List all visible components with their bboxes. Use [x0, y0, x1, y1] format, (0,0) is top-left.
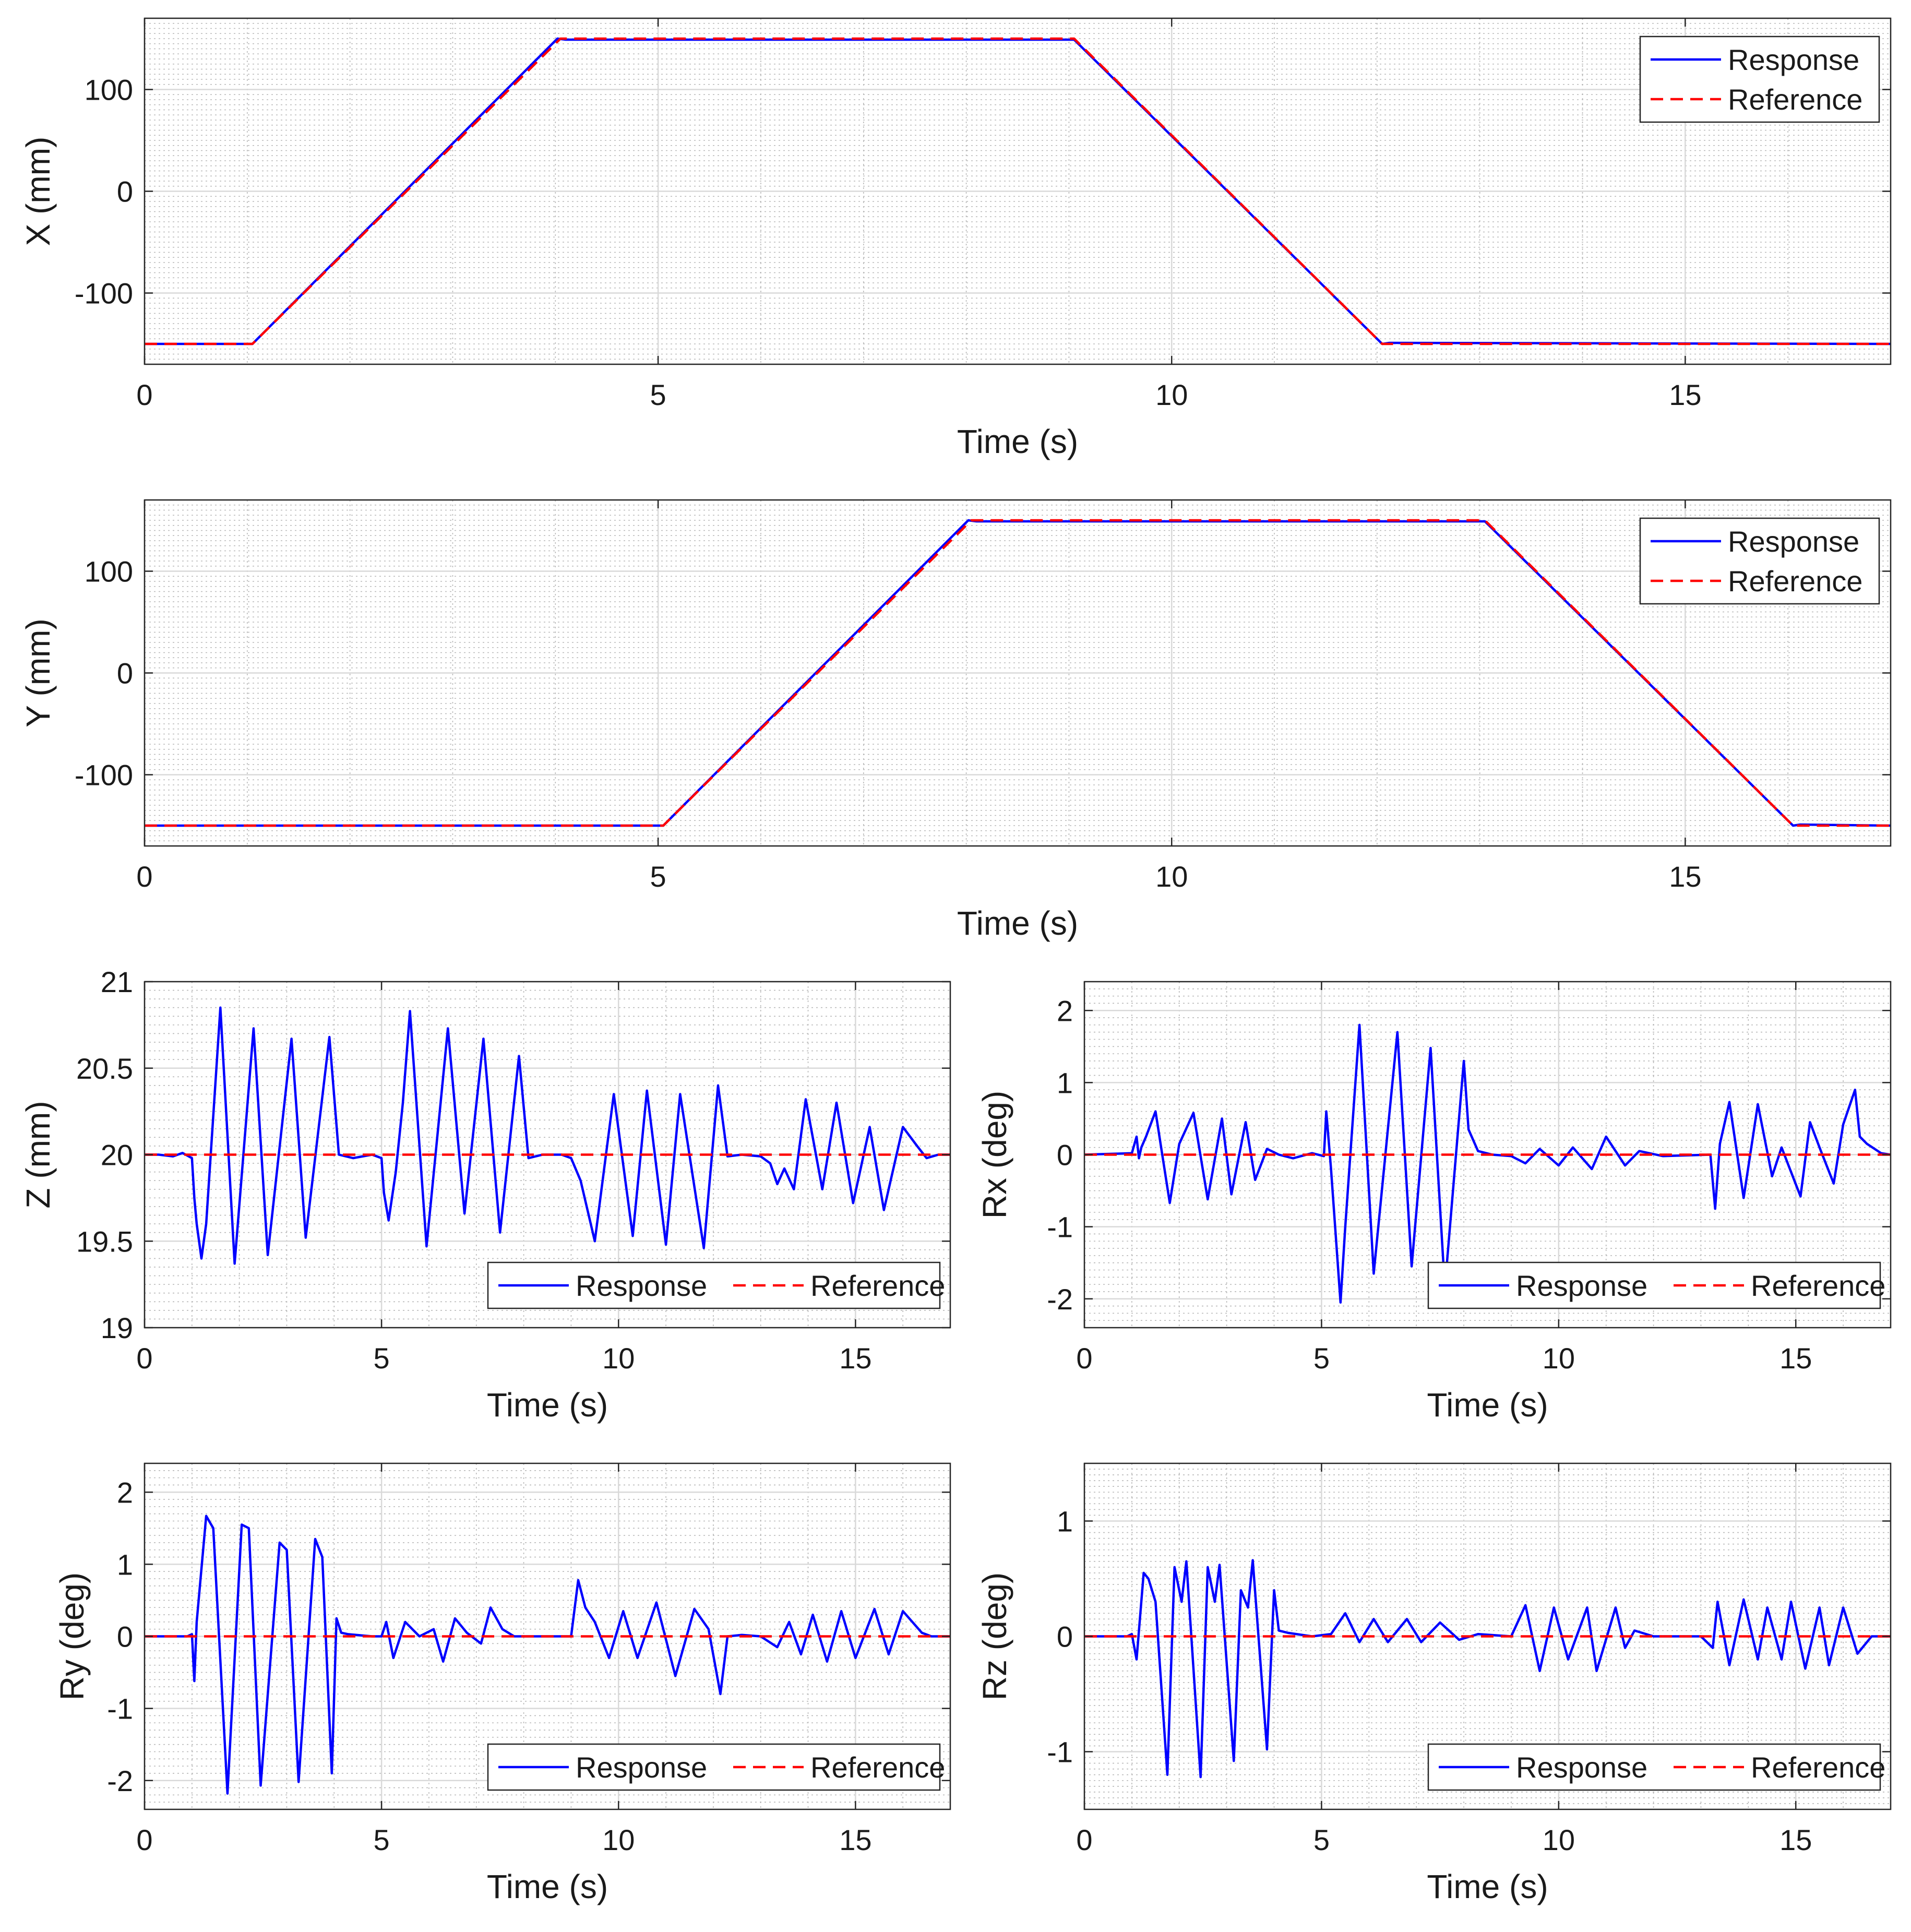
legend-response-label: Response [1516, 1269, 1647, 1302]
panel-ry: 0 5 10 15 -2 -1 0 1 2 Time (s) Ry (deg) Response Ref… [53, 1462, 951, 1905]
legend-reference-label: Reference [1728, 83, 1862, 116]
y-tick-label: 20.5 [76, 1052, 133, 1085]
y-tick-label: 21 [101, 965, 133, 998]
reference-line [145, 519, 1891, 827]
y-tick-label: 2 [1057, 994, 1073, 1027]
x-tick-label: 15 [1779, 1342, 1812, 1375]
x-axis-label: Time (s) [957, 423, 1078, 460]
y-tick-label: 0 [1057, 1139, 1073, 1172]
x-tick-label: 5 [650, 378, 666, 411]
x-tick-label: 0 [1076, 1342, 1092, 1375]
response-line [145, 1514, 950, 1795]
x-tick-label: 5 [1313, 1342, 1330, 1375]
x-tick-label: 15 [839, 1342, 871, 1375]
legend: Response Reference [1427, 1261, 1885, 1309]
x-axis-label: Time (s) [1427, 1386, 1548, 1424]
y-tick-label: -2 [1047, 1283, 1073, 1316]
panel-rz: 0 5 10 15 -1 0 1 Time (s) Rz (deg) Response Refere… [976, 1462, 1892, 1905]
panel-x: 0 5 10 15 -100 0 100 Time (s) X (mm) Response Refe… [19, 17, 1892, 460]
x-tick-label: 0 [136, 1823, 152, 1856]
x-tick-label: 5 [1313, 1823, 1330, 1856]
y-tick-label: 19 [101, 1311, 133, 1344]
y-tick-label: 0 [117, 657, 133, 690]
y-tick-label: -100 [75, 759, 133, 792]
x-axis-label: Time (s) [1427, 1868, 1548, 1905]
response-line [145, 1006, 950, 1265]
legend-reference-label: Reference [1728, 565, 1862, 598]
x-tick-label: 0 [136, 860, 152, 893]
panel-rx: 0 5 10 15 -2 -1 0 1 2 Time (s) Rx (deg) Response Ref… [976, 981, 1892, 1424]
legend-reference-label: Reference [810, 1751, 945, 1784]
x-axis-label: Time (s) [957, 904, 1078, 942]
y-axis-label: Rx (deg) [976, 1091, 1013, 1219]
y-tick-label: -1 [1047, 1736, 1073, 1769]
x-tick-label: 10 [602, 1342, 635, 1375]
x-tick-label: 5 [374, 1823, 390, 1856]
y-tick-label: 0 [1057, 1620, 1073, 1653]
legend-box [1639, 517, 1880, 605]
x-tick-label: 15 [1779, 1823, 1812, 1856]
panel-z: 0 5 10 15 19 19.5 20 20.5 21 Time (s) Z (mm) Respon… [19, 965, 951, 1424]
legend: Response Reference [1639, 517, 1880, 605]
y-tick-label: 1 [1057, 1066, 1073, 1099]
y-tick-label: -100 [75, 277, 133, 310]
y-axis-label: Ry (deg) [53, 1572, 91, 1700]
y-tick-label: -2 [107, 1764, 133, 1797]
legend-reference-label: Reference [1751, 1269, 1885, 1302]
legend-response-label: Response [1728, 43, 1859, 76]
y-tick-label: 0 [117, 1620, 133, 1653]
x-axis-label: Time (s) [487, 1386, 608, 1424]
legend-response-label: Response [576, 1751, 707, 1784]
x-tick-label: 0 [136, 378, 152, 411]
y-axis-label: Y (mm) [19, 618, 57, 728]
x-tick-label: 5 [374, 1342, 390, 1375]
legend-reference-label: Reference [1751, 1751, 1885, 1784]
legend-box [1639, 35, 1880, 123]
x-tick-label: 10 [1155, 860, 1188, 893]
x-tick-label: 0 [136, 1342, 152, 1375]
y-tick-label: 2 [117, 1476, 133, 1509]
legend: Response Reference [487, 1261, 945, 1309]
reference-line [145, 37, 1891, 345]
legend-reference-label: Reference [810, 1269, 945, 1302]
legend: Response Reference [1639, 35, 1880, 123]
legend-response-label: Response [576, 1269, 707, 1302]
y-tick-label: 0 [117, 175, 133, 208]
x-tick-label: 15 [839, 1823, 871, 1856]
legend: Response Reference [487, 1743, 945, 1791]
y-tick-label: -1 [107, 1692, 133, 1725]
y-tick-label: 100 [85, 74, 133, 106]
panel-y: 0 5 10 15 -100 0 100 Time (s) Y (mm) Response Refe… [19, 499, 1892, 942]
y-axis-label: Z (mm) [19, 1101, 57, 1208]
y-tick-label: -1 [1047, 1211, 1073, 1244]
x-tick-label: 10 [1543, 1823, 1575, 1856]
y-tick-label: 20 [101, 1139, 133, 1172]
x-tick-label: 10 [1543, 1342, 1575, 1375]
y-axis-label: X (mm) [19, 137, 57, 246]
x-tick-label: 15 [1669, 860, 1701, 893]
y-axis-label: Rz (deg) [976, 1572, 1013, 1700]
response-line [1084, 1559, 1891, 1779]
y-tick-label: 100 [85, 555, 133, 588]
x-axis-label: Time (s) [487, 1868, 608, 1905]
legend-response-label: Response [1728, 525, 1859, 558]
y-tick-label: 1 [1057, 1505, 1073, 1538]
response-line [1084, 1023, 1891, 1304]
y-tick-label: 19.5 [76, 1225, 133, 1258]
x-tick-label: 10 [602, 1823, 635, 1856]
x-tick-label: 10 [1155, 378, 1188, 411]
legend-response-label: Response [1516, 1751, 1647, 1784]
x-tick-label: 5 [650, 860, 666, 893]
y-tick-label: 1 [117, 1548, 133, 1581]
legend: Response Reference [1427, 1743, 1885, 1791]
x-tick-label: 15 [1669, 378, 1701, 411]
x-tick-label: 0 [1076, 1823, 1092, 1856]
